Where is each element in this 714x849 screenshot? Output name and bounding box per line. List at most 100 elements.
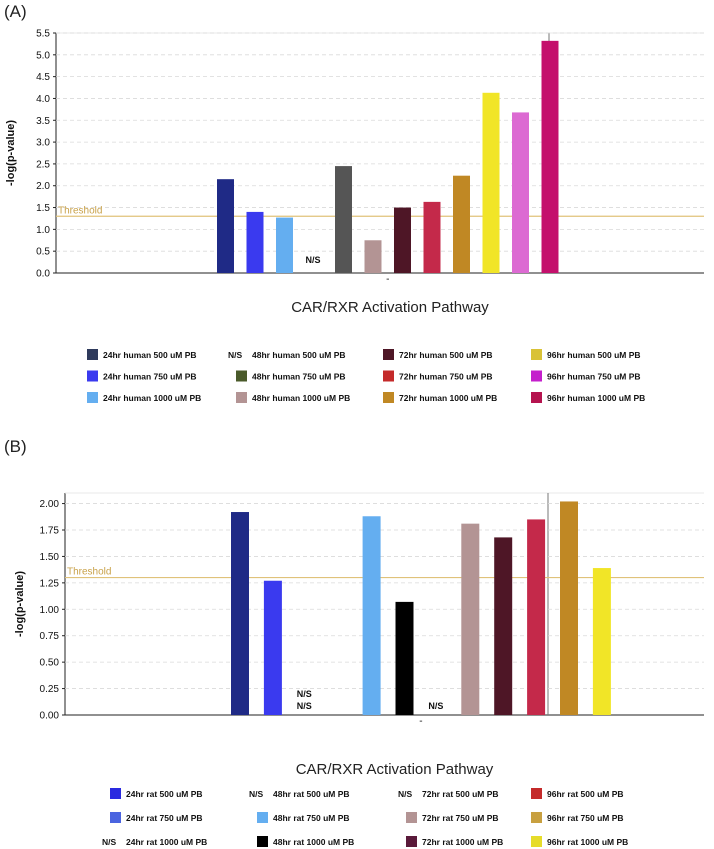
- panel-a-bar: [335, 166, 352, 273]
- panel-a-y-tick-label: 5.5: [36, 29, 50, 40]
- panel-b-legend-swatch: [531, 812, 542, 823]
- panel-a-y-tick-label: 5.0: [36, 50, 50, 61]
- panel-a-y-axis-label: -log(p-value): [5, 120, 17, 186]
- panel-a-legend-label: 96hr human 500 uM PB: [547, 350, 641, 360]
- panel-a-bar: [482, 92, 500, 273]
- panel-a-legend-label: 48hr human 500 uM PB: [252, 350, 346, 360]
- panel-a-legend-label: 24hr human 500 uM PB: [103, 350, 197, 360]
- panel-b-legend-label: 96hr rat 500 uM PB: [547, 789, 624, 799]
- panel-a-legend-label: 48hr human 750 uM PB: [252, 372, 346, 382]
- panel-b-legend-ns: N/S: [102, 837, 117, 847]
- panel-b-legend-label: 96hr rat 750 uM PB: [547, 813, 624, 823]
- panel-b-bar: [263, 580, 282, 715]
- panel-b-x-axis-label: CAR/RXR Activation Pathway: [296, 761, 494, 778]
- panel-a-legend-label: 72hr human 750 uM PB: [399, 372, 493, 382]
- panel-a-y-tick-label: 1.5: [36, 203, 50, 214]
- panel-a-bar: [394, 207, 411, 273]
- panel-a-threshold-label: Threshold: [58, 205, 102, 216]
- panel-b-y-axis-label: -log(p-value): [14, 571, 26, 637]
- panel-a-y-tick-label: 0.0: [36, 269, 50, 280]
- panel-a-bar: [276, 217, 293, 273]
- panel-b-legend-label: 72hr rat 1000 uM PB: [422, 837, 503, 847]
- panel-b-legend-label: 96hr rat 1000 uM PB: [547, 837, 628, 847]
- panel-b-legend-label: 24hr rat 750 uM PB: [126, 813, 203, 823]
- panel-a-legend-swatch: [383, 392, 394, 403]
- panel-b-legend-swatch: [110, 812, 121, 823]
- panel-a-x-axis-label: CAR/RXR Activation Pathway: [291, 299, 489, 316]
- panel-a-legend-label: 24hr human 1000 uM PB: [103, 393, 201, 403]
- panel-a-legend-label: 72hr human 500 uM PB: [399, 350, 493, 360]
- panel-a-bar: [423, 201, 441, 273]
- panel-a-legend-label: 96hr human 1000 uM PB: [547, 393, 645, 403]
- panel-a-bar: [453, 175, 470, 273]
- panel-b-x-tick-label: -: [419, 716, 422, 727]
- panel-b-bar: [592, 568, 611, 715]
- panel-b-legend-label: 72hr rat 500 uM PB: [422, 789, 499, 799]
- panel-a-legend-ns: N/S: [228, 350, 243, 360]
- panel-a-legend-label: 48hr human 1000 uM PB: [252, 393, 350, 403]
- panel-a-bar: [246, 211, 264, 273]
- panel-a-y-tick-label: 2.0: [36, 181, 50, 192]
- panel-a-y-tick-label: 0.5: [36, 247, 50, 258]
- panel-a-legend-swatch: [531, 349, 542, 360]
- panel-a-y-tick-label: 4.0: [36, 94, 50, 105]
- panel-a-legend-swatch: [87, 370, 98, 382]
- panel-b-legend-swatch: [531, 788, 542, 799]
- panel-a-bar: [217, 179, 234, 273]
- panel-b-y-tick-label: 0.75: [40, 631, 60, 642]
- panel-b-legend-ns: N/S: [249, 789, 264, 799]
- panel-b-legend-label: 24hr rat 1000 uM PB: [126, 837, 207, 847]
- panel-b-legend-swatch: [406, 812, 417, 823]
- panel-a-legend-swatch: [531, 370, 542, 382]
- panel-a-legend-swatch: [383, 370, 394, 382]
- panel-a-legend-label: 96hr human 750 uM PB: [547, 372, 641, 382]
- panel-a-legend-swatch: [236, 392, 247, 403]
- panel-a-ns-label: N/S: [306, 255, 321, 265]
- panel-a-y-tick-label: 2.5: [36, 159, 50, 170]
- panel-a-bar: [541, 40, 559, 273]
- panel-b-threshold-label: Threshold: [67, 567, 111, 578]
- panel-b-bar: [560, 501, 578, 715]
- panel-b-label: (B): [4, 437, 27, 456]
- panel-b-y-tick-label: 0.00: [40, 711, 60, 722]
- panel-a-legend-label: 24hr human 750 uM PB: [103, 372, 197, 382]
- panel-a-y-tick-label: 1.0: [36, 225, 50, 236]
- panel-a-y-tick-label: 4.5: [36, 72, 50, 83]
- panel-a-legend-swatch: [531, 392, 542, 403]
- panel-b-legend-swatch: [110, 788, 121, 799]
- panel-b-y-tick-label: 0.25: [40, 684, 60, 695]
- panel-b-y-tick-label: 2.00: [40, 499, 60, 510]
- panel-b-legend-label: 72hr rat 750 uM PB: [422, 813, 499, 823]
- panel-a-legend-swatch: [383, 349, 394, 360]
- panel-a-legend-label: 72hr human 1000 uM PB: [399, 393, 497, 403]
- panel-a-legend-swatch: [87, 349, 98, 360]
- panel-b-legend-label: 48hr rat 500 uM PB: [273, 789, 350, 799]
- panel-a-bar: [512, 112, 529, 273]
- panel-b-legend-swatch: [257, 812, 268, 823]
- panel-b-bar: [494, 537, 513, 715]
- panel-b-legend-label: 48hr rat 1000 uM PB: [273, 837, 354, 847]
- panel-b-bar: [527, 519, 546, 715]
- panel-b-legend-ns: N/S: [398, 789, 413, 799]
- panel-b-y-tick-label: 0.50: [40, 658, 60, 669]
- panel-b-legend-swatch: [406, 836, 417, 847]
- panel-b-bar: [461, 523, 480, 715]
- panel-b-y-tick-label: 1.50: [40, 552, 60, 563]
- panel-b-y-tick-label: 1.00: [40, 605, 60, 616]
- panel-a-y-tick-label: 3.0: [36, 138, 50, 149]
- panel-a-bar: [364, 240, 382, 273]
- panel-b-legend-swatch: [257, 836, 268, 847]
- panel-a-y-tick-label: 3.5: [36, 116, 50, 127]
- panel-a-x-tick-label: -: [386, 274, 389, 285]
- panel-a-label: (A): [4, 2, 27, 21]
- panel-b-legend-label: 24hr rat 500 uM PB: [126, 789, 203, 799]
- panel-b-bar: [395, 601, 414, 715]
- panel-b-legend-label: 48hr rat 750 uM PB: [273, 813, 350, 823]
- panel-b-y-tick-label: 1.25: [40, 578, 60, 589]
- panel-b-y-tick-label: 1.75: [40, 526, 60, 537]
- panel-b-ns-label: N/S: [297, 701, 312, 711]
- panel-b-bar: [362, 516, 381, 715]
- panel-a-legend-swatch: [87, 392, 98, 403]
- panel-b-ns-label: N/S: [428, 701, 443, 711]
